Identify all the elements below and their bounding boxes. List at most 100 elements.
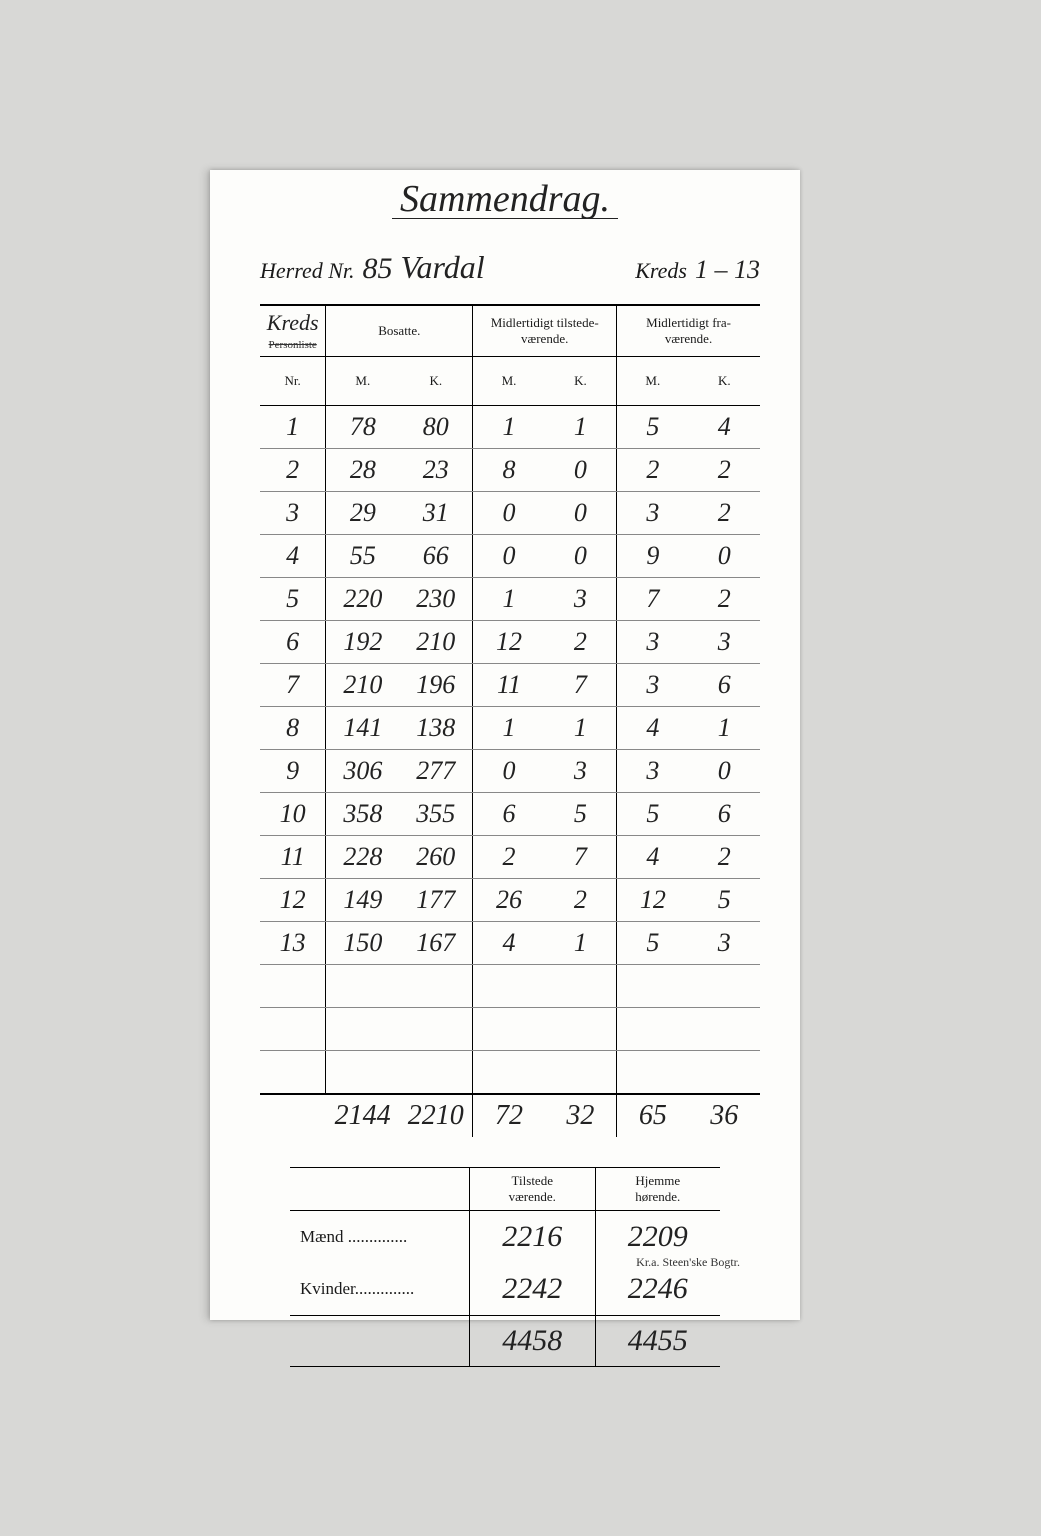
cell-bm: 306 — [326, 750, 399, 793]
cell-fk: 2 — [689, 578, 760, 621]
total-fm: 65 — [617, 1094, 689, 1137]
header-line: Herred Nr. 85 Vardal Kreds 1 – 13 — [260, 249, 760, 286]
cell-bk: 230 — [399, 578, 472, 621]
page-title: Sammendrag. — [392, 180, 618, 219]
table-row: 178801154 — [260, 406, 760, 449]
cell-fk: 4 — [689, 406, 760, 449]
cell-nr: 13 — [260, 922, 326, 965]
cell-fm: 5 — [617, 406, 689, 449]
sum-tot-hh: 4455 — [595, 1316, 720, 1367]
cell-fm: 3 — [617, 492, 689, 535]
cell-fk: 5 — [689, 879, 760, 922]
cell-nr: 7 — [260, 664, 326, 707]
table-row: 228238022 — [260, 449, 760, 492]
cell-fm: 9 — [617, 535, 689, 578]
printer-footer: Kr.a. Steen'ske Bogtr. — [636, 1255, 740, 1270]
cell-nr: 4 — [260, 535, 326, 578]
table-row: 81411381141 — [260, 707, 760, 750]
total-fk: 36 — [689, 1094, 760, 1137]
cell-nr: 9 — [260, 750, 326, 793]
table-row: 619221012233 — [260, 621, 760, 664]
cell-fk: 6 — [689, 793, 760, 836]
total-tk: 32 — [545, 1094, 617, 1137]
sum-h-tilstede: Tilstede værende. — [470, 1168, 595, 1211]
summary-row: Kvinder..............22422246 — [290, 1263, 720, 1316]
cell-tk: 0 — [545, 449, 617, 492]
summary-hh: 2246 — [595, 1263, 720, 1316]
cell-nr: 10 — [260, 793, 326, 836]
table-row: 131501674153 — [260, 922, 760, 965]
cell-bk: 138 — [399, 707, 472, 750]
cell-nr: 1 — [260, 406, 326, 449]
kreds-label: Kreds — [635, 258, 687, 284]
cell-tm: 26 — [473, 879, 545, 922]
cell-fm: 3 — [617, 750, 689, 793]
cell-fm: 3 — [617, 621, 689, 664]
cell-bm: 141 — [326, 707, 399, 750]
cell-tm: 4 — [473, 922, 545, 965]
cell-tm: 8 — [473, 449, 545, 492]
cell-bm: 358 — [326, 793, 399, 836]
cell-tk: 2 — [545, 879, 617, 922]
cell-tm: 1 — [473, 406, 545, 449]
table-row-blank — [260, 965, 760, 1008]
table-row: 112282602742 — [260, 836, 760, 879]
cell-nr: 11 — [260, 836, 326, 879]
cell-fk: 3 — [689, 621, 760, 664]
cell-nr: 5 — [260, 578, 326, 621]
cell-tm: 0 — [473, 492, 545, 535]
census-summary-page: Sammendrag. Herred Nr. 85 Vardal Kreds 1… — [210, 170, 800, 1320]
cell-tk: 3 — [545, 750, 617, 793]
cell-tk: 0 — [545, 492, 617, 535]
cell-bm: 78 — [326, 406, 399, 449]
table-row: 93062770330 — [260, 750, 760, 793]
cell-bk: 23 — [399, 449, 472, 492]
herred-name: Vardal — [401, 249, 485, 286]
cell-fk: 6 — [689, 664, 760, 707]
cell-fk: 2 — [689, 449, 760, 492]
herred-nr: 85 — [363, 252, 393, 286]
cell-nr: 3 — [260, 492, 326, 535]
cell-bm: 149 — [326, 879, 399, 922]
cell-nr: 12 — [260, 879, 326, 922]
cell-fm: 4 — [617, 707, 689, 750]
cell-fk: 2 — [689, 492, 760, 535]
sub-fm: M. — [617, 357, 689, 406]
group-header-tilstede: Midlertidigt tilstede- værende. — [473, 305, 617, 357]
cell-bk: 260 — [399, 836, 472, 879]
cell-bk: 277 — [399, 750, 472, 793]
cell-bm: 192 — [326, 621, 399, 664]
cell-tk: 1 — [545, 707, 617, 750]
cell-bm: 28 — [326, 449, 399, 492]
cell-fk: 0 — [689, 750, 760, 793]
cell-bk: 31 — [399, 492, 472, 535]
cell-tm: 0 — [473, 535, 545, 578]
cell-tm: 1 — [473, 578, 545, 621]
cell-fm: 5 — [617, 922, 689, 965]
cell-fm: 3 — [617, 664, 689, 707]
cell-bm: 220 — [326, 578, 399, 621]
cell-fm: 4 — [617, 836, 689, 879]
table-row: 455660090 — [260, 535, 760, 578]
cell-bm: 29 — [326, 492, 399, 535]
table-row-blank — [260, 1051, 760, 1095]
cell-fm: 5 — [617, 793, 689, 836]
cell-tm: 2 — [473, 836, 545, 879]
cell-bm: 150 — [326, 922, 399, 965]
table-row: 103583556556 — [260, 793, 760, 836]
sub-tk: K. — [545, 357, 617, 406]
cell-bk: 210 — [399, 621, 472, 664]
group-header-fra: Midlertidigt fra- værende. — [617, 305, 760, 357]
table-row: 52202301372 — [260, 578, 760, 621]
cell-tk: 5 — [545, 793, 617, 836]
cell-nr: 2 — [260, 449, 326, 492]
group-header-bosatte: Bosatte. — [326, 305, 473, 357]
cell-tm: 11 — [473, 664, 545, 707]
cell-fk: 1 — [689, 707, 760, 750]
cell-tk: 7 — [545, 664, 617, 707]
cell-tm: 0 — [473, 750, 545, 793]
cell-tk: 1 — [545, 922, 617, 965]
table-row-blank — [260, 1008, 760, 1051]
cell-tk: 7 — [545, 836, 617, 879]
cell-tm: 1 — [473, 707, 545, 750]
